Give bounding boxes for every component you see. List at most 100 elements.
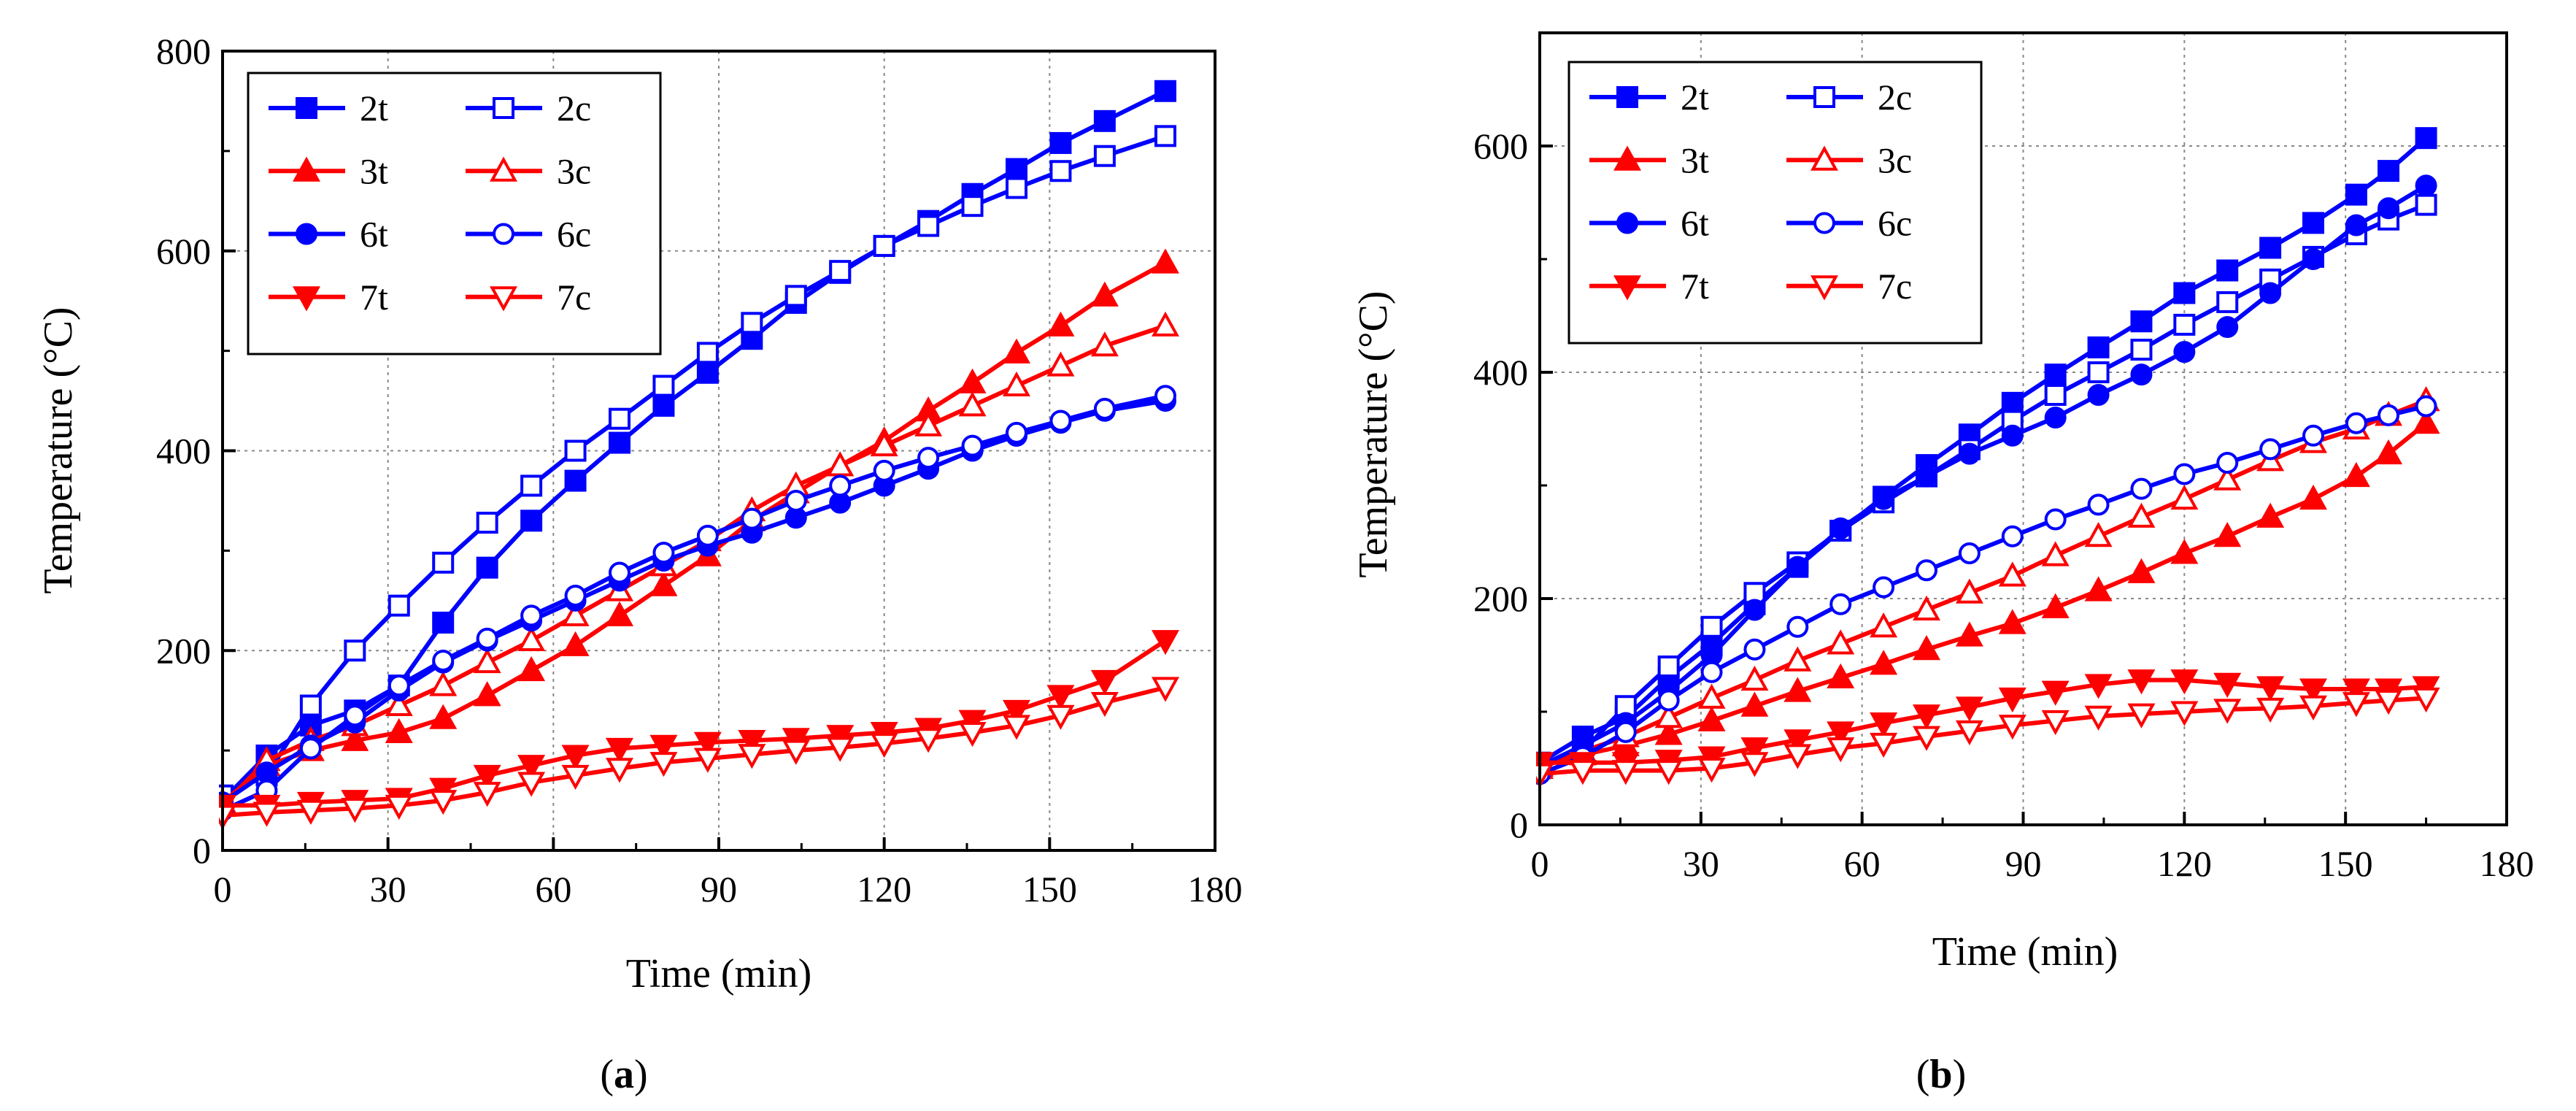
data-point-3c xyxy=(429,671,458,696)
data-point-2t xyxy=(1093,109,1116,132)
data-point-2c xyxy=(2216,291,2239,313)
data-point-7c xyxy=(1568,760,1597,785)
data-point-6c xyxy=(873,459,895,482)
data-point-7c xyxy=(1090,691,1119,718)
data-point-3t xyxy=(1955,621,1983,647)
data-point-6c xyxy=(1916,559,1937,582)
data-point-3t xyxy=(2299,484,2327,510)
y-tick-label: 0 xyxy=(193,830,211,871)
data-point-2c xyxy=(2087,361,2110,383)
legend-marker-3c xyxy=(1810,145,1838,171)
data-point-2c xyxy=(1154,125,1176,147)
x-tick-label: 90 xyxy=(701,869,737,910)
legend-label-3t: 3t xyxy=(1681,139,1709,180)
data-point-2c xyxy=(2415,193,2437,216)
data-point-6c xyxy=(652,542,675,564)
data-point-3t xyxy=(517,656,546,682)
legend-label-7t: 7t xyxy=(1681,266,1709,307)
legend-marker-6c xyxy=(493,223,514,245)
series-line-3c xyxy=(1538,398,2427,771)
data-point-6t xyxy=(1743,599,1766,621)
x-tick-label: 120 xyxy=(2157,843,2212,884)
data-point-3t xyxy=(2412,409,2440,434)
data-point-6t xyxy=(1958,442,1981,465)
data-point-6c xyxy=(1614,720,1637,743)
data-point-6c xyxy=(829,474,852,497)
x-tick-label: 30 xyxy=(370,869,406,910)
data-point-7c xyxy=(1046,704,1075,730)
data-point-3c xyxy=(914,411,943,437)
data-point-7t xyxy=(826,725,855,750)
legend-label-7c: 7c xyxy=(557,277,591,318)
y-tick-label: 200 xyxy=(156,630,211,671)
data-point-2t xyxy=(1049,131,1072,154)
legend-label-7t: 7t xyxy=(360,277,388,318)
data-point-3t xyxy=(1827,663,1855,688)
y-axis-label-b: Temperature (°C) xyxy=(1351,291,1396,577)
x-tick-label: 30 xyxy=(1683,843,1719,884)
data-point-6t xyxy=(2216,316,2239,338)
data-point-7t xyxy=(1913,704,1940,730)
legend-label-6t: 6t xyxy=(1681,203,1709,244)
data-point-3c xyxy=(561,601,590,626)
data-point-7c xyxy=(1998,715,2027,740)
data-point-2t xyxy=(2001,391,2024,414)
series-line-6t xyxy=(221,399,1166,804)
y-tick-label: 400 xyxy=(1473,352,1528,393)
data-point-7t xyxy=(1046,685,1075,710)
data-point-7t xyxy=(1827,721,1855,747)
legend-box xyxy=(247,72,662,355)
data-point-7t xyxy=(1003,699,1030,726)
data-point-3t xyxy=(473,681,501,707)
data-point-7c xyxy=(2299,695,2327,720)
data-point-3t xyxy=(2127,558,2156,583)
data-point-2t xyxy=(2259,237,2282,259)
panel-label-a: (a) xyxy=(600,1052,647,1097)
data-point-3t xyxy=(1654,720,1683,745)
data-point-7c xyxy=(2342,692,2370,718)
data-point-7c xyxy=(2256,697,2285,723)
data-point-7c xyxy=(473,782,501,807)
legend-label-2t: 2t xyxy=(360,88,388,128)
legend-marker-6c xyxy=(1813,212,1835,234)
legend-marker-7c xyxy=(490,286,517,312)
data-point-2t xyxy=(2216,259,2239,282)
data-point-2c xyxy=(432,551,455,574)
data-point-3t xyxy=(2213,522,2242,547)
data-point-6c xyxy=(961,434,984,457)
data-point-7c xyxy=(341,798,369,823)
data-point-2t xyxy=(564,469,587,492)
series-line-2t xyxy=(1538,136,2428,765)
x-tick-label: 60 xyxy=(535,869,571,910)
data-point-2c xyxy=(609,407,630,430)
data-point-6c xyxy=(741,507,763,530)
data-point-7t xyxy=(1090,669,1119,696)
data-point-6t xyxy=(2001,424,2024,447)
data-point-7c xyxy=(693,747,722,773)
data-point-3c xyxy=(2041,541,2070,566)
data-point-7c xyxy=(2041,710,2070,736)
data-point-2t xyxy=(2415,127,2437,150)
data-point-2c xyxy=(564,439,587,462)
data-point-6t xyxy=(2130,364,2153,386)
series-line-6c xyxy=(1538,404,2427,777)
data-point-2c xyxy=(873,234,895,257)
data-point-6c xyxy=(2415,395,2437,418)
data-point-6c xyxy=(2044,508,2067,531)
legend-a: 2t 2c 3t 3c 6t 6c 7t 7c xyxy=(247,72,662,355)
data-point-3c xyxy=(1003,371,1030,397)
data-point-2t xyxy=(652,394,675,417)
data-point-7c xyxy=(2084,705,2113,731)
legend-label-6c: 6c xyxy=(557,214,591,255)
data-point-3t xyxy=(1998,609,2027,634)
chart-panel-b: 0 30 60 90 120 150 180 0 200 400 600 2t 2c 3t 3c 6t 6c 7… xyxy=(1351,31,2534,1097)
data-point-2t xyxy=(1154,80,1176,102)
data-point-7c xyxy=(296,799,325,825)
data-point-7c xyxy=(1913,726,1940,751)
data-point-6c xyxy=(1006,421,1027,444)
series-line-3t xyxy=(1539,421,2428,769)
legend-label-2c: 2c xyxy=(1878,77,1912,118)
data-point-6c xyxy=(2087,493,2110,516)
data-point-6c xyxy=(1657,689,1680,712)
